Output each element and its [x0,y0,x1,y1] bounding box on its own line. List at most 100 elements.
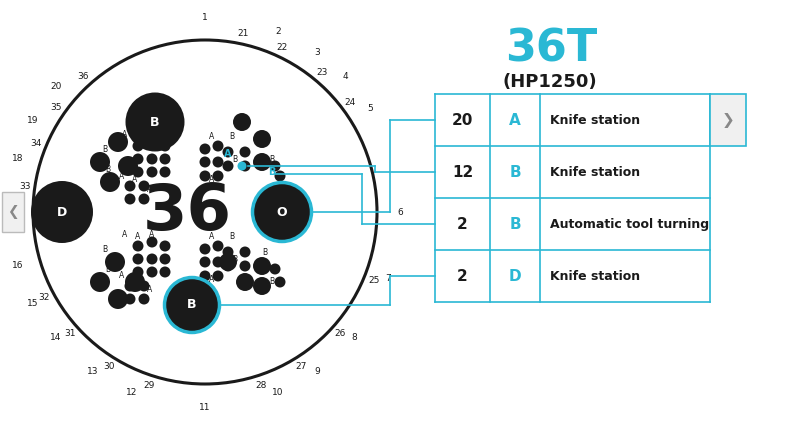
Circle shape [31,181,93,243]
Text: 7: 7 [386,274,391,283]
Text: O: O [277,206,287,218]
Circle shape [222,246,234,257]
Text: A: A [135,131,141,140]
Text: A: A [509,112,521,128]
Text: B: B [270,154,274,164]
Text: 30: 30 [103,362,114,371]
Circle shape [108,289,128,309]
Circle shape [222,161,234,171]
Text: 29: 29 [143,381,154,390]
Circle shape [199,271,210,282]
Circle shape [108,132,128,152]
Text: B: B [150,115,160,128]
Circle shape [270,161,281,171]
Circle shape [125,293,135,304]
Text: A: A [150,129,154,139]
Circle shape [253,130,271,148]
Text: 19: 19 [27,116,38,125]
Circle shape [219,253,237,271]
Text: A: A [119,171,125,181]
Bar [2,192,24,232]
Circle shape [213,240,223,251]
Circle shape [146,153,158,165]
Circle shape [253,277,271,295]
Text: A: A [147,285,153,293]
Text: A: A [150,229,154,239]
Circle shape [133,254,143,265]
Text: 23: 23 [316,68,328,77]
Text: A: A [122,229,128,239]
Text: 26: 26 [334,329,346,338]
Text: B: B [102,145,107,153]
Circle shape [146,267,158,277]
Text: 15: 15 [27,299,38,308]
Text: B: B [230,131,234,140]
Text: 8: 8 [351,333,358,342]
Text: 5: 5 [367,104,374,113]
Circle shape [239,161,250,171]
Text: 16: 16 [12,261,23,270]
Circle shape [126,92,185,151]
Circle shape [90,152,110,172]
Text: Knife station: Knife station [550,270,640,282]
Circle shape [253,182,311,242]
Circle shape [213,156,223,167]
Text: B: B [106,265,110,273]
Circle shape [274,170,286,181]
Circle shape [239,260,250,271]
Circle shape [90,272,110,292]
Circle shape [146,237,158,248]
Text: 4: 4 [342,72,348,81]
Circle shape [213,170,223,181]
Text: 31: 31 [64,329,75,338]
Text: 2: 2 [457,217,468,232]
Circle shape [125,272,145,292]
Text: D: D [509,268,522,284]
Text: 13: 13 [87,367,99,376]
Text: B: B [262,131,267,140]
Circle shape [213,140,223,151]
Circle shape [125,181,135,192]
Text: 12: 12 [452,165,473,179]
Bar [710,94,746,146]
Text: 20: 20 [452,112,473,128]
Circle shape [236,273,254,291]
Circle shape [213,257,223,268]
Text: A: A [119,271,125,281]
Circle shape [133,140,143,151]
Circle shape [138,181,150,192]
Circle shape [213,271,223,282]
Text: 36: 36 [142,181,231,243]
Circle shape [125,281,135,292]
Text: A: A [224,149,232,159]
Circle shape [199,243,210,254]
Text: A: A [147,184,153,193]
Text: B: B [233,154,238,164]
Text: 35: 35 [50,103,62,112]
Circle shape [233,113,251,131]
Text: A: A [132,274,138,284]
Text: 27: 27 [296,362,307,371]
Text: 32: 32 [38,293,50,302]
Text: D: D [57,206,67,218]
Text: 25: 25 [368,276,379,285]
Circle shape [118,156,138,176]
Circle shape [222,147,234,157]
Circle shape [138,293,150,304]
Text: 14: 14 [50,333,62,342]
Text: 1: 1 [202,12,208,22]
Text: 33: 33 [19,182,30,191]
Text: B: B [233,254,238,263]
Circle shape [125,193,135,204]
Circle shape [133,267,143,277]
Text: B: B [268,167,276,177]
Circle shape [133,240,143,251]
Circle shape [253,257,271,275]
Circle shape [146,137,158,148]
Text: 9: 9 [314,367,320,376]
Text: ❮: ❮ [7,205,19,219]
Text: 10: 10 [272,388,284,397]
Circle shape [146,167,158,178]
Text: 24: 24 [345,98,356,107]
Text: B: B [270,277,274,287]
